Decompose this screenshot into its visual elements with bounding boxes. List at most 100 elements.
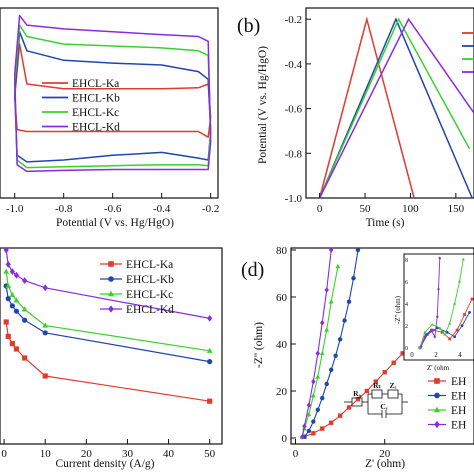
rate-point-EHCL-Kb <box>207 359 213 365</box>
inset-point <box>429 328 433 332</box>
panel-a-xtick-label: -0.2 <box>202 203 219 215</box>
eis-point-EHCL-Kb <box>324 381 329 387</box>
rate-point-EHCL-Kc <box>3 268 10 274</box>
panel-c-frame <box>0 247 223 445</box>
rate-point-EHCL-Ka <box>13 346 20 352</box>
rate-line-EHCL-Kd <box>5 249 210 319</box>
panel-c-xtick-label: 20 <box>81 448 93 460</box>
eis-point-EHCL-Kd <box>315 350 320 357</box>
rate-point-EHCL-Kc <box>21 306 28 312</box>
inset-point <box>430 322 434 326</box>
panel-c-legend-label: EHCL-Kd <box>126 304 174 316</box>
panel-a-legend-label: EHCL-Kc <box>72 107 119 119</box>
eis-point-EHCL-Ka <box>311 431 316 436</box>
panel-b-legend-stubs <box>462 32 474 73</box>
panel-a-xtick-label: -0.8 <box>55 203 73 215</box>
eis-point-EHCL-Kd <box>328 247 334 253</box>
inset-point <box>461 257 465 261</box>
panel-d-legend-marker <box>434 378 440 384</box>
rate-point-EHCL-Kb <box>42 330 48 336</box>
panel-b-xtick-label: 0 <box>317 203 323 215</box>
eis-point-EHCL-Ka <box>320 426 325 431</box>
inset-point <box>419 344 423 349</box>
rate-point-EHCL-Kb <box>5 296 11 302</box>
rate-point-EHCL-Ka <box>3 319 9 325</box>
inset-point <box>424 332 428 337</box>
eis-point-EHCL-Kc <box>335 263 341 269</box>
panel-b: (b) Potential (V vs. Hg/HgO) 0 50 100 150 -1… <box>237 7 474 229</box>
circuit-diagram <box>344 389 408 418</box>
eis-point-EHCL-Ka <box>337 413 343 418</box>
eis-point-EHCL-Kb <box>320 395 325 401</box>
inset-ytick-4: 8 <box>405 258 408 264</box>
eis-point-EHCL-Kb <box>355 247 361 253</box>
rate-line-EHCL-Ka <box>5 321 210 402</box>
panel-c-legend-marker <box>108 261 114 267</box>
panel-b-ytick-label: -1.0 <box>285 193 303 205</box>
rate-point-EHCL-Kd <box>5 261 11 268</box>
panel-c-xtick-label: 30 <box>122 448 134 460</box>
rate-point-EHCL-Kc <box>206 347 213 353</box>
rate-point-EHCL-Kc <box>5 282 12 289</box>
panel-d-legend-label: EH <box>451 376 466 388</box>
panel-c-xtick-label: 10 <box>40 448 52 460</box>
rate-point-EHCL-Ka <box>5 333 11 339</box>
eis-point-EHCL-Kb <box>342 318 347 323</box>
inset-point <box>433 334 437 339</box>
circuit-label-cdl: Cₑ <box>380 402 387 411</box>
panel-d-xtick-label: 0 <box>293 448 299 460</box>
eis-point-EHCL-Kc <box>328 299 334 304</box>
inset-point <box>443 332 447 336</box>
eis-point-EHCL-Kc <box>306 411 312 417</box>
eis-point-EHCL-Ka <box>364 388 370 394</box>
inset: -Z'' (ohm) 0 2 4 0 2 4 6 8 Z' (ohm <box>394 253 474 372</box>
inset-point <box>455 328 459 332</box>
gcd-curve-EHCL-Kd <box>318 17 474 199</box>
rate-point-EHCL-Kc <box>13 297 20 303</box>
inset-ytick-3: 6 <box>405 280 408 286</box>
panel-c-legend-marker <box>107 290 115 297</box>
panel-b-frame <box>305 7 474 199</box>
rate-point-EHCL-Kb <box>9 303 15 309</box>
panel-a-legend-label: EHCL-Ka <box>72 78 119 90</box>
inset-point <box>440 330 444 334</box>
panel-b-xtick-label: 100 <box>402 203 419 215</box>
rate-line-EHCL-Kc <box>5 271 210 352</box>
eis-point-EHCL-Kb <box>351 276 356 281</box>
panel-d-ytick-label: 40 <box>276 339 288 351</box>
inset-point <box>470 297 474 301</box>
rate-point-EHCL-Kb <box>13 308 20 314</box>
panel-d-ytick-label: 60 <box>276 292 288 304</box>
panel-a-xtick-label: -1.0 <box>6 203 24 215</box>
panel-a-xtick-label: -0.4 <box>153 203 171 215</box>
inset-xtick-1: 2 <box>434 351 438 359</box>
rate-point-EHCL-Kd <box>42 284 48 292</box>
panel-b-xlabel: Time (s) <box>366 217 405 229</box>
eis-point-EHCL-Kb <box>306 428 312 434</box>
panel-d-legend-marker <box>434 392 440 399</box>
circuit-label-rs: R₀ <box>353 389 361 398</box>
panel-d-legend-marker <box>434 420 440 429</box>
inset-xlabel: Z' (ohm <box>427 364 450 372</box>
panel-c-xlabel: Current density (A/g) <box>55 458 154 470</box>
inset-ytick-0: 0 <box>405 346 408 352</box>
eis-line-EHCL-Kd <box>301 249 332 437</box>
rate-point-EHCL-Kd <box>13 271 20 279</box>
eis-point-EHCL-Kd <box>324 287 329 293</box>
panel-d-legend-marker <box>433 406 441 413</box>
inset-ylabel: -Z'' (ohm) <box>394 295 402 324</box>
panel-d-ytick-label: 0 <box>282 433 288 445</box>
panel-d-xtick-label: 20 <box>379 448 391 460</box>
inset-point <box>453 335 457 339</box>
eis-point-EHCL-Kd <box>306 402 312 408</box>
inset-ytick-2: 4 <box>405 302 408 308</box>
panel-c-legend-label: EHCL-Ka <box>126 259 173 271</box>
panel-d-legend: EH EH EH EH <box>428 376 466 432</box>
eis-point-EHCL-Kd <box>302 423 307 430</box>
panel-b-xtick-label: 150 <box>448 203 465 215</box>
panel-a-legend: EHCL-Ka EHCL-Kb EHCL-Kc EHCL-Kd <box>42 78 120 134</box>
panel-d-ylabel: -Z'' (ohm) <box>253 322 265 368</box>
panel-b-label: (b) <box>237 15 260 37</box>
panel-c-legend-marker <box>108 276 114 282</box>
eis-point-EHCL-Kc <box>324 327 330 332</box>
